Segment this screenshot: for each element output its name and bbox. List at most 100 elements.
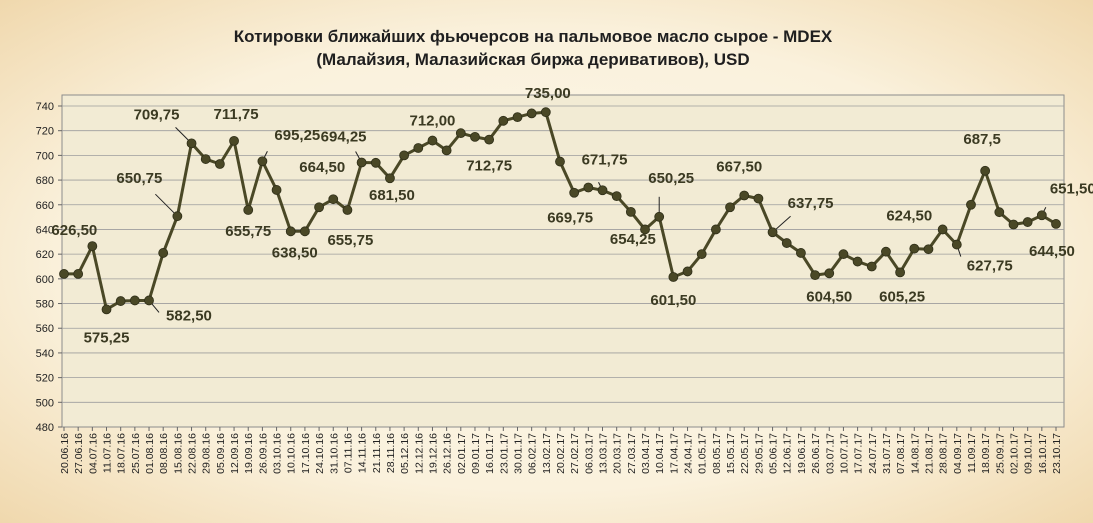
data-label: 650,25	[648, 170, 694, 187]
x-tick-label: 08.05.17	[711, 433, 723, 474]
data-point	[229, 135, 239, 146]
y-tick-label: 660	[36, 200, 54, 212]
data-label: 655,75	[225, 223, 271, 240]
x-tick-label: 29.08.16	[201, 433, 213, 474]
x-tick-label: 19.06.17	[796, 433, 808, 474]
data-label: 695,25	[274, 127, 320, 144]
data-point	[923, 244, 934, 255]
data-point	[1036, 210, 1047, 221]
x-tick-label: 02.10.17	[1008, 433, 1020, 474]
x-tick-label: 08.08.16	[158, 433, 170, 474]
data-point	[781, 238, 792, 248]
y-tick-label: 500	[36, 397, 54, 409]
x-tick-label: 18.09.17	[980, 433, 992, 474]
data-point	[696, 249, 707, 260]
x-tick-label: 25.09.17	[994, 433, 1006, 474]
x-tick-label: 26.06.17	[810, 433, 822, 474]
data-point	[413, 143, 424, 153]
x-tick-label: 15.08.16	[172, 433, 184, 474]
data-point	[980, 165, 991, 176]
x-tick-label: 19.12.16	[427, 433, 439, 474]
data-point	[271, 185, 282, 195]
data-point	[838, 249, 849, 260]
y-tick-label: 560	[36, 323, 54, 335]
x-tick-label: 09.01.17	[470, 433, 482, 474]
x-tick-label: 13.02.17	[541, 433, 553, 474]
y-tick-label: 540	[36, 348, 54, 360]
data-label: 694,25	[321, 128, 367, 145]
x-tick-label: 04.07.16	[87, 433, 99, 474]
data-label: 712,00	[410, 113, 456, 130]
data-point	[654, 211, 665, 222]
x-tick-label: 28.08.17	[938, 433, 950, 474]
x-tick-label: 16.10.17	[1037, 433, 1049, 474]
x-tick-label: 23.01.17	[498, 433, 510, 474]
data-label: 681,50	[369, 187, 415, 204]
x-tick-label: 25.07.16	[130, 433, 142, 474]
x-tick-label: 06.02.17	[527, 433, 539, 474]
chart-title-line-1: Котировки ближайших фьючерсов на пальмов…	[234, 27, 833, 46]
data-label: 671,75	[582, 151, 628, 168]
data-point	[909, 243, 920, 254]
x-tick-label: 19.09.16	[243, 433, 255, 474]
x-tick-label: 03.07.17	[824, 433, 836, 474]
data-point	[257, 156, 268, 167]
data-point	[186, 138, 197, 149]
data-point	[498, 115, 509, 126]
x-tick-label: 12.06.17	[782, 433, 794, 474]
data-label: 604,50	[806, 288, 852, 305]
data-point	[895, 267, 906, 278]
label-leader-line	[155, 193, 178, 217]
data-point	[129, 295, 140, 306]
y-tick-label: 740	[36, 101, 54, 113]
data-point	[668, 272, 679, 282]
data-label: 667,50	[716, 159, 762, 176]
y-tick-label: 620	[36, 249, 54, 261]
data-point	[852, 256, 863, 267]
x-tick-label: 04.09.17	[952, 433, 964, 474]
data-point	[470, 131, 480, 142]
x-tick-label: 17.10.16	[300, 433, 312, 474]
x-tick-label: 27.06.16	[73, 433, 85, 474]
data-point	[682, 266, 693, 277]
data-point	[881, 246, 891, 257]
data-point	[441, 145, 452, 156]
data-point	[73, 269, 84, 279]
data-label: 712,75	[466, 158, 512, 175]
data-point	[314, 202, 324, 213]
x-tick-label: 29.05.17	[753, 433, 765, 474]
data-point	[753, 193, 764, 204]
x-tick-label: 20.02.17	[555, 433, 567, 474]
data-point	[172, 211, 183, 222]
data-point	[285, 226, 296, 237]
data-point	[725, 202, 735, 213]
grid	[62, 105, 1064, 403]
data-point	[342, 205, 353, 215]
x-tick-label: 12.09.16	[229, 433, 241, 474]
data-label: 651,50	[1050, 180, 1093, 197]
data-point	[144, 295, 154, 306]
data-point	[739, 190, 750, 201]
x-tick-label: 17.04.17	[668, 433, 680, 474]
x-tick-label: 31.10.16	[328, 433, 340, 474]
x-tick-label: 23.10.17	[1051, 433, 1063, 474]
data-point	[158, 248, 169, 258]
data-point	[994, 207, 1005, 218]
x-tick-label: 21.11.16	[371, 433, 383, 473]
x-tick-label: 14.11.16	[357, 433, 369, 473]
data-point	[611, 191, 622, 202]
data-point	[399, 150, 410, 161]
data-point	[200, 154, 211, 164]
data-point	[937, 224, 948, 235]
data-label: 644,50	[1029, 243, 1075, 260]
y-tick-label: 580	[36, 299, 54, 311]
x-tick-label: 30.01.17	[512, 433, 524, 474]
x-tick-label: 14.08.17	[909, 433, 921, 474]
x-tick-label: 24.04.17	[683, 433, 695, 474]
data-point	[385, 173, 395, 184]
x-tick-label: 05.09.16	[215, 433, 227, 474]
y-tick-label: 520	[36, 373, 54, 385]
data-point	[243, 205, 254, 215]
data-label: 624,50	[886, 208, 932, 225]
